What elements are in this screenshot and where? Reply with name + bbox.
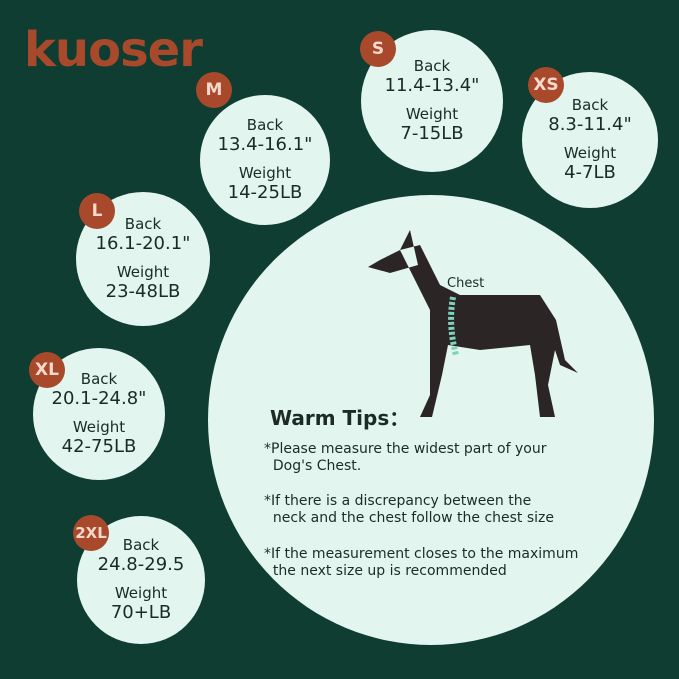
back-value: 11.4-13.4" — [384, 75, 480, 96]
tip-item: *If there is a discrepancy between the n… — [264, 493, 555, 526]
size-badge-m: M — [196, 72, 232, 108]
size-card-m: Back 13.4-16.1" Weight 14-25LB — [200, 95, 330, 225]
weight-label: Weight — [114, 584, 168, 602]
size-badge-xl: XL — [29, 352, 65, 388]
back-label: Back — [80, 370, 118, 388]
weight-value: 70+LB — [110, 602, 172, 623]
weight-label: Weight — [238, 164, 292, 182]
back-value: 24.8-29.5 — [97, 554, 185, 575]
size-badge-xs: XS — [528, 67, 564, 103]
weight-label: Weight — [405, 105, 459, 123]
tips-title: Warm Tips： — [270, 406, 410, 430]
back-value: 16.1-20.1" — [95, 233, 191, 254]
weight-value: 23-48LB — [105, 281, 181, 302]
weight-value: 14-25LB — [227, 182, 303, 203]
tip-item: *Please measure the widest part of your … — [264, 441, 547, 474]
size-badge-s: S — [360, 31, 396, 67]
size-badge-l: L — [79, 193, 115, 229]
dog-silhouette-icon — [368, 230, 578, 417]
chest-label: Chest — [447, 276, 485, 291]
weight-label: Weight — [116, 263, 170, 281]
tip-item: *If the measurement closes to the maximu… — [264, 546, 579, 579]
back-label: Back — [246, 116, 284, 134]
weight-value: 7-15LB — [400, 123, 464, 144]
weight-label: Weight — [72, 418, 126, 436]
brand-logo: kuoser — [24, 22, 203, 78]
back-label: Back — [571, 96, 609, 114]
back-label: Back — [413, 57, 451, 75]
weight-value: 42-75LB — [61, 436, 137, 457]
back-value: 13.4-16.1" — [217, 134, 313, 155]
weight-value: 4-7LB — [564, 162, 616, 183]
back-value: 20.1-24.8" — [51, 388, 147, 409]
size-badge-2xl: 2XL — [73, 515, 109, 551]
back-label: Back — [124, 215, 162, 233]
back-value: 8.3-11.4" — [548, 114, 632, 135]
back-label: Back — [122, 536, 160, 554]
weight-label: Weight — [563, 144, 617, 162]
